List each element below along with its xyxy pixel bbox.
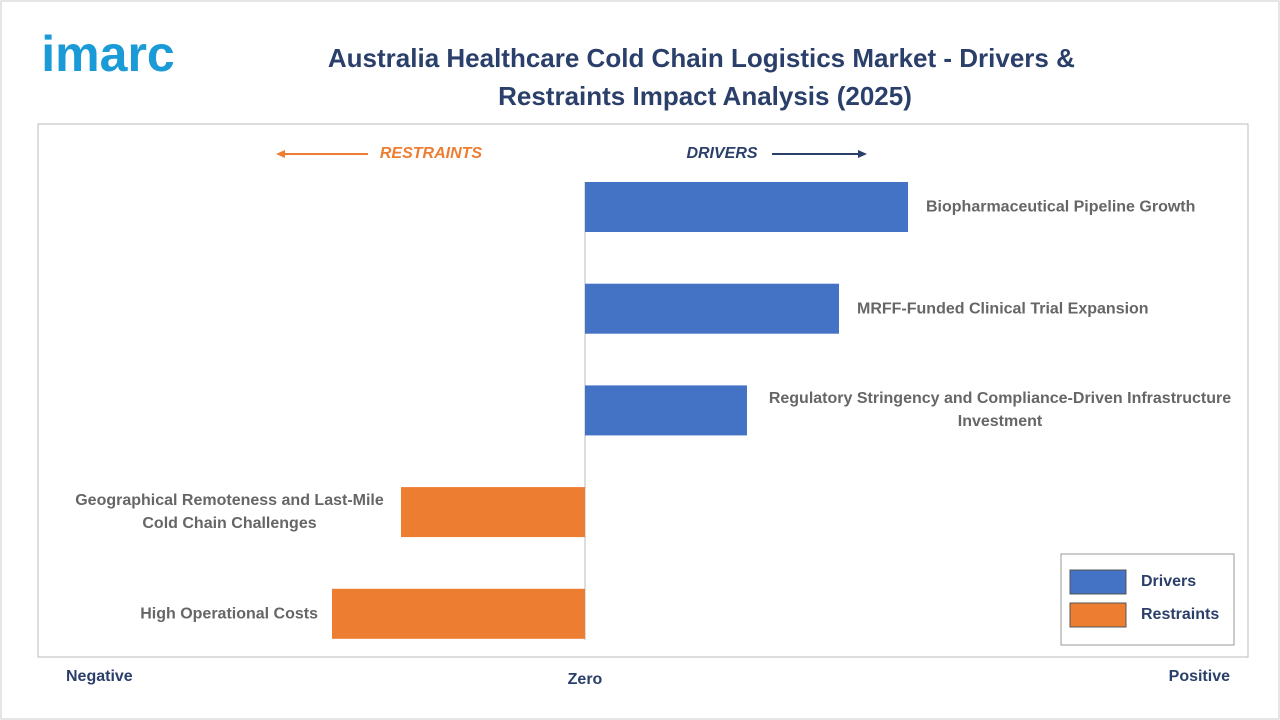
legend-swatch: [1069, 569, 1127, 595]
category-label: Biopharmaceutical Pipeline Growth: [926, 198, 1196, 216]
category-label: Geographical Remoteness and Last-Mile Co…: [75, 492, 384, 533]
plot-area: [37, 123, 1249, 658]
category-label: Regulatory Stringency and Compliance-Dri…: [768, 390, 1232, 431]
bar: [332, 588, 585, 639]
chart-title: Australia Healthcare Cold Chain Logistic…: [328, 43, 1082, 111]
legend: [1060, 553, 1235, 646]
x-tick-label: Negative: [66, 668, 133, 685]
category-label: MRFF-Funded Clinical Trial Expansion: [857, 300, 1149, 318]
logo: imarc: [41, 26, 174, 82]
restraints-header: RESTRAINTS: [380, 145, 483, 162]
legend-swatch: [1069, 602, 1127, 628]
bar: [585, 385, 747, 436]
legend-label: Drivers: [1141, 573, 1196, 590]
x-tick-label: Positive: [1169, 668, 1230, 685]
arrow-head: [276, 150, 285, 158]
bar: [585, 283, 839, 334]
drivers-header: DRIVERS: [686, 145, 757, 162]
arrow-head: [858, 150, 867, 158]
legend-label: Restraints: [1141, 606, 1219, 623]
x-tick-label: Zero: [568, 671, 603, 688]
bar: [401, 487, 585, 538]
category-label: High Operational Costs: [140, 605, 318, 623]
bar: [585, 182, 908, 232]
